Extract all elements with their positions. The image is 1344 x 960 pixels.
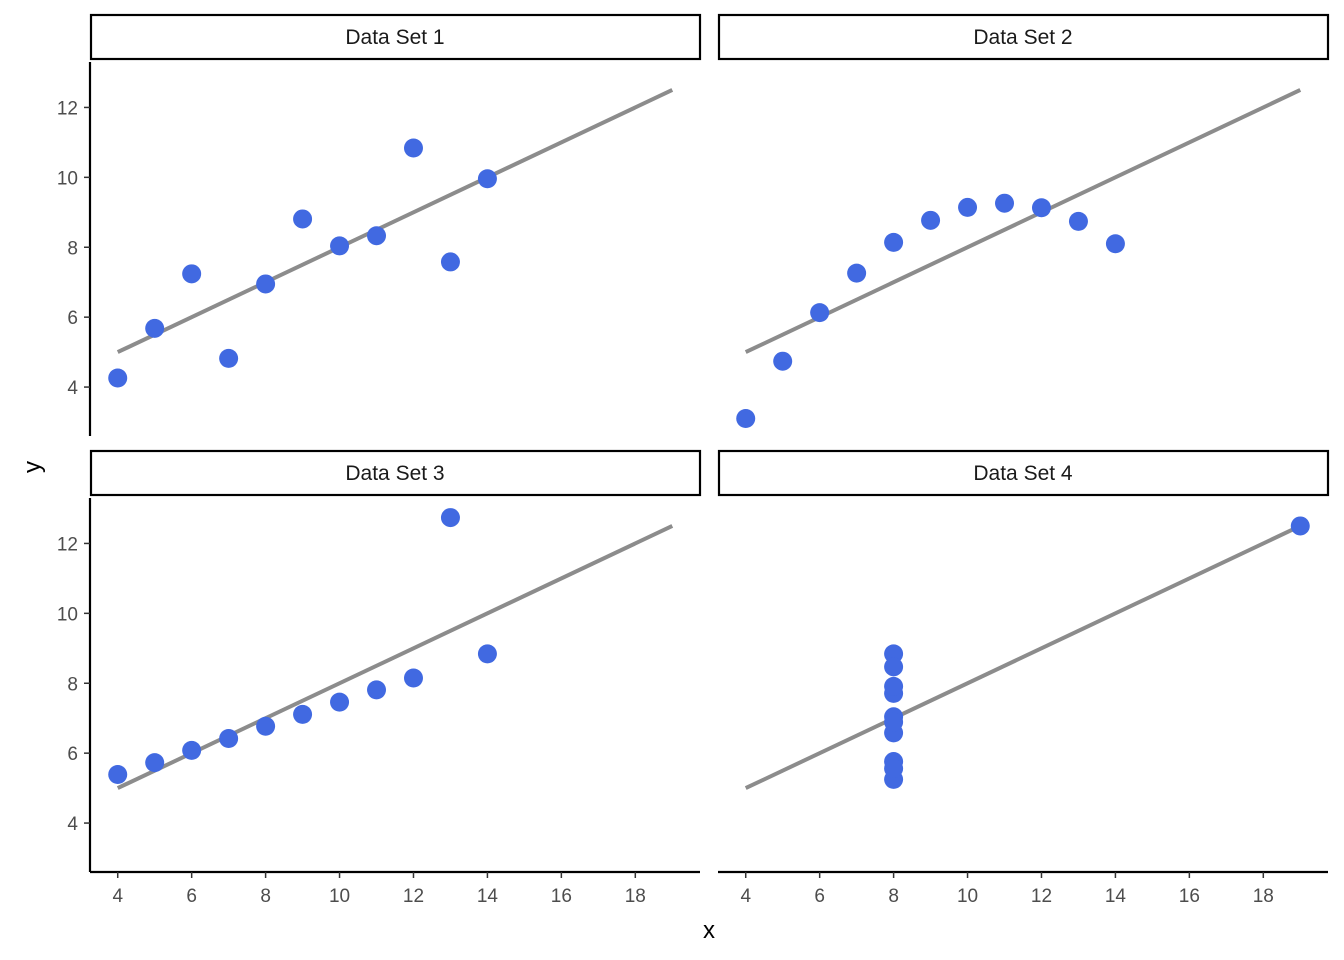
data-point (403, 668, 423, 688)
data-point (477, 644, 497, 664)
data-point (145, 753, 165, 773)
data-point (884, 676, 904, 696)
x-tick-label: 12 (1031, 886, 1052, 907)
panel-3: Data Set 3 4 6 8 10 12 4 6 8 10 12 14 16 18 (57, 449, 702, 907)
panel-4: Data Set 4 4 6 8 10 12 14 16 18 (717, 449, 1330, 907)
data-point (884, 712, 904, 732)
x-tick-label: 18 (625, 886, 646, 907)
x-axis-title: x (703, 917, 715, 944)
facet-strip (89, 13, 702, 61)
regression-line (116, 88, 674, 354)
y-tick-label: 6 (67, 308, 78, 329)
x-tick-label: 16 (551, 886, 572, 907)
data-point (477, 169, 497, 189)
data-point (219, 348, 239, 368)
facet-panels: Data Set 1 4 6 8 10 12 Data Set 2 Data Set 3 4 6 8… (57, 13, 1330, 907)
x-tick-label: 18 (1253, 886, 1274, 907)
data-point (440, 252, 460, 272)
data-point (847, 263, 867, 283)
x-tick-label: 12 (403, 886, 424, 907)
facet-title: Data Set 2 (973, 26, 1072, 49)
data-point (773, 351, 793, 371)
panel-2: Data Set 2 (717, 13, 1330, 429)
data-point (182, 740, 202, 760)
x-tick-label: 6 (186, 886, 197, 907)
y-tick-label: 4 (67, 378, 78, 399)
data-point (108, 368, 128, 388)
facet-title: Data Set 1 (345, 26, 444, 49)
x-tick-label: 14 (1105, 886, 1127, 907)
data-point (1290, 516, 1310, 536)
x-tick-label: 10 (329, 886, 350, 907)
data-point (884, 232, 904, 252)
data-point (884, 759, 904, 779)
regression-line (116, 524, 674, 790)
data-point (921, 210, 941, 230)
data-point (1068, 211, 1088, 231)
y-tick-label: 8 (67, 238, 78, 259)
y-tick-label: 8 (67, 674, 78, 695)
facet-strip (717, 13, 1330, 61)
data-point (1031, 198, 1051, 218)
regression-line (744, 524, 1302, 790)
data-point (182, 264, 202, 284)
y-tick-label: 10 (57, 168, 78, 189)
data-point (736, 409, 756, 429)
data-point (403, 138, 423, 158)
data-point (108, 764, 128, 784)
data-point (367, 226, 387, 246)
y-tick-label: 10 (57, 604, 78, 625)
x-tick-label: 4 (112, 886, 123, 907)
data-point (145, 318, 165, 338)
x-tick-label: 8 (888, 886, 899, 907)
x-tick-label: 4 (740, 886, 751, 907)
regression-line (744, 88, 1302, 354)
facet-title: Data Set 4 (973, 462, 1073, 485)
x-tick-label: 6 (814, 886, 825, 907)
data-point (293, 209, 313, 229)
y-tick-label: 12 (57, 534, 78, 555)
x-tick-label: 16 (1179, 886, 1200, 907)
y-tick-label: 4 (67, 814, 78, 835)
data-point (219, 728, 239, 748)
data-point (958, 197, 978, 217)
data-point (810, 303, 830, 323)
data-point (440, 508, 460, 528)
x-tick-label: 14 (477, 886, 499, 907)
data-point (330, 236, 350, 256)
y-axis-title: y (19, 461, 46, 473)
y-tick-label: 12 (57, 98, 78, 119)
y-tick-label: 6 (67, 744, 78, 765)
x-tick-label: 10 (957, 886, 978, 907)
facet-strip (717, 449, 1330, 497)
x-tick-label: 8 (260, 886, 271, 907)
facet-strip (89, 449, 702, 497)
data-point (256, 274, 276, 294)
facet-title: Data Set 3 (345, 462, 444, 485)
data-point (293, 704, 313, 724)
data-point (256, 716, 276, 736)
data-point (1105, 234, 1125, 254)
data-point (367, 680, 387, 700)
data-point (884, 657, 904, 677)
panel-1: Data Set 1 4 6 8 10 12 (57, 13, 702, 436)
data-point (995, 193, 1015, 213)
data-point (330, 692, 350, 712)
